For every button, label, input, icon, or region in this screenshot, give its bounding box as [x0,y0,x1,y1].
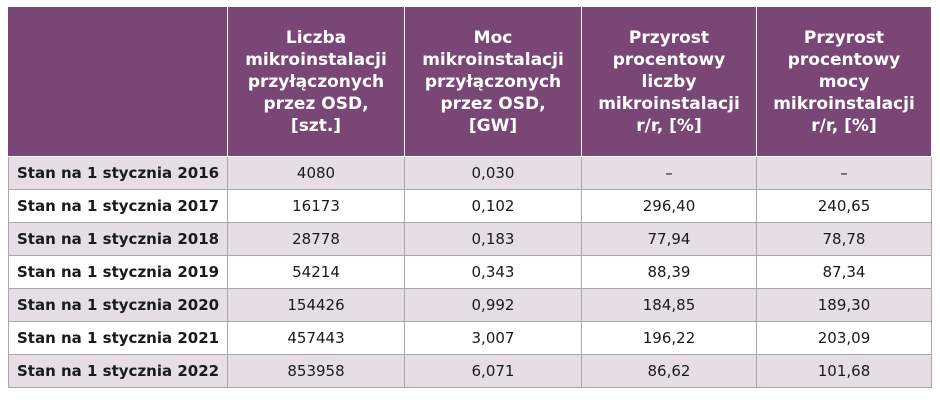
table-row: Stan na 1 stycznia 2016 4080 0,030 – – [8,156,932,190]
count-growth-cell: 196,22 [581,321,757,355]
count-cell: 853958 [227,354,405,388]
header-count: Liczba mikroinstalacji przyłączonych prz… [227,6,405,157]
table-row: Stan na 1 stycznia 2020 154426 0,992 184… [8,288,932,322]
count-cell: 28778 [227,222,405,256]
table-row: Stan na 1 stycznia 2022 853958 6,071 86,… [8,354,932,388]
table-body: Stan na 1 stycznia 2016 4080 0,030 – – S… [8,156,932,388]
count-cell: 4080 [227,156,405,190]
header-row: Liczba mikroinstalacji przyłączonych prz… [8,6,932,157]
header-power-label: Moc mikroinstalacji przyłączonych przez … [422,27,564,136]
count-growth-cell: 296,40 [581,189,757,223]
header-power-growth: Przyrost procentowy mocy mikroinstalacji… [756,6,932,157]
row-label: Stan na 1 stycznia 2021 [8,321,228,355]
table-row: Stan na 1 stycznia 2019 54214 0,343 88,3… [8,255,932,289]
header-count-growth: Przyrost procentowy liczby mikroinstalac… [581,6,757,157]
power-growth-cell: 189,30 [756,288,932,322]
header-count-label: Liczba mikroinstalacji przyłączonych prz… [245,27,387,136]
row-label: Stan na 1 stycznia 2020 [8,288,228,322]
power-cell: 0,992 [404,288,582,322]
count-growth-cell: – [581,156,757,190]
power-growth-cell: 101,68 [756,354,932,388]
count-growth-cell: 184,85 [581,288,757,322]
power-growth-cell: 240,65 [756,189,932,223]
table-row: Stan na 1 stycznia 2018 28778 0,183 77,9… [8,222,932,256]
count-cell: 457443 [227,321,405,355]
count-growth-cell: 77,94 [581,222,757,256]
header-count-growth-label: Przyrost procentowy liczby mikroinstalac… [598,27,740,136]
power-cell: 0,343 [404,255,582,289]
table-container: Liczba mikroinstalacji przyłączonych prz… [8,6,932,388]
power-growth-cell: 87,34 [756,255,932,289]
row-label: Stan na 1 stycznia 2019 [8,255,228,289]
table-row: Stan na 1 stycznia 2017 16173 0,102 296,… [8,189,932,223]
header-power-growth-label: Przyrost procentowy mocy mikroinstalacji… [773,27,915,136]
power-cell: 3,007 [404,321,582,355]
header-corner-cell [8,6,228,157]
power-cell: 0,183 [404,222,582,256]
power-growth-cell: 203,09 [756,321,932,355]
row-label: Stan na 1 stycznia 2018 [8,222,228,256]
row-label: Stan na 1 stycznia 2022 [8,354,228,388]
row-label: Stan na 1 stycznia 2016 [8,156,228,190]
power-cell: 0,030 [404,156,582,190]
table-header: Liczba mikroinstalacji przyłączonych prz… [8,6,932,157]
power-growth-cell: 78,78 [756,222,932,256]
count-cell: 16173 [227,189,405,223]
count-growth-cell: 88,39 [581,255,757,289]
power-cell: 6,071 [404,354,582,388]
microinstallations-table: Liczba mikroinstalacji przyłączonych prz… [8,6,932,388]
row-label: Stan na 1 stycznia 2017 [8,189,228,223]
power-growth-cell: – [756,156,932,190]
count-cell: 54214 [227,255,405,289]
header-power: Moc mikroinstalacji przyłączonych przez … [404,6,582,157]
count-cell: 154426 [227,288,405,322]
power-cell: 0,102 [404,189,582,223]
table-row: Stan na 1 stycznia 2021 457443 3,007 196… [8,321,932,355]
count-growth-cell: 86,62 [581,354,757,388]
